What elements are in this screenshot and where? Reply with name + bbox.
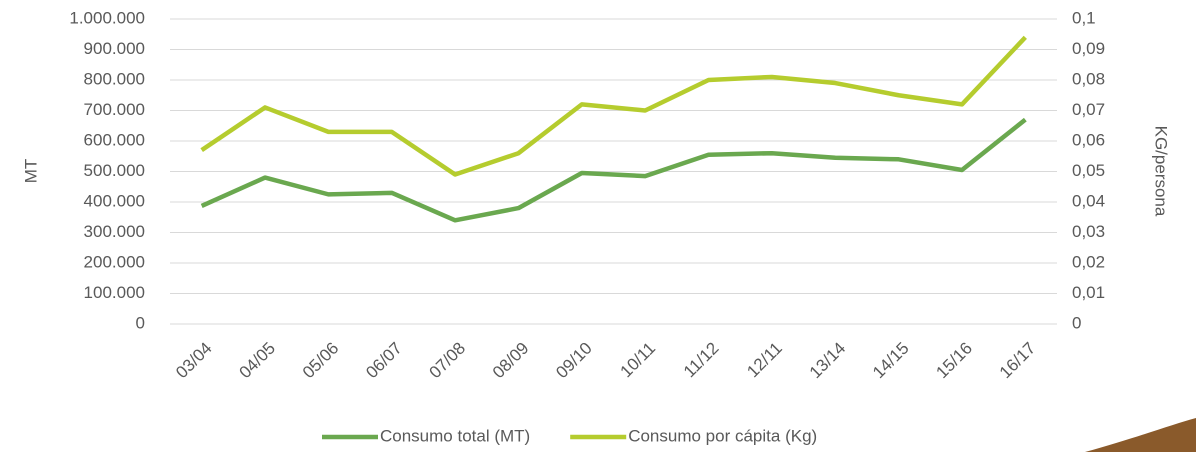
y2ticks-label: 0,01 [1072, 283, 1105, 302]
y2-axis-title: KG/persona [1152, 126, 1171, 217]
x-tick-label: 08/09 [489, 339, 533, 383]
y2ticks-label: 0,03 [1072, 222, 1105, 241]
x-tick-label: 07/08 [426, 339, 470, 383]
yticks-label: 800.000 [84, 69, 145, 88]
yticks-label: 700.000 [84, 100, 145, 119]
y2ticks-label: 0,08 [1072, 69, 1105, 88]
y2ticks-label: 0,05 [1072, 161, 1105, 180]
yticks-label: 500.000 [84, 161, 145, 180]
y2ticks-label: 0,04 [1072, 191, 1105, 210]
yticks-label: 0 [136, 313, 145, 332]
yticks-label: 600.000 [84, 130, 145, 149]
y2ticks-label: 0,09 [1072, 39, 1105, 58]
y-axis-title: MT [21, 159, 40, 184]
legend-label: Consumo por cápita (Kg) [628, 426, 817, 445]
x-tick-label: 04/05 [236, 339, 280, 383]
x-tick-label: 11/12 [680, 339, 723, 382]
data-line [200, 35, 1027, 177]
yticks-label: 300.000 [84, 222, 145, 241]
x-tick-label: 14/15 [869, 339, 913, 383]
y2ticks-label: 0,07 [1072, 100, 1105, 119]
yticks-label: 200.000 [84, 252, 145, 271]
x-tick-label: 06/07 [362, 339, 406, 383]
x-tick-label: 10/11 [617, 339, 660, 382]
yticks-label: 1.000.000 [69, 8, 145, 27]
yticks-label: 900.000 [84, 39, 145, 58]
legend-label: Consumo total (MT) [380, 426, 530, 445]
data-line [200, 117, 1027, 223]
y2ticks-label: 0,1 [1072, 8, 1096, 27]
x-tick-label: 15/16 [932, 339, 976, 383]
yticks-label: 400.000 [84, 191, 145, 210]
x-tick-label: 05/06 [299, 339, 343, 383]
x-tick-label: 03/04 [172, 339, 216, 383]
yticks-label: 100.000 [84, 283, 145, 302]
x-tick-label: 12/11 [743, 339, 786, 382]
y2ticks-label: 0,02 [1072, 252, 1105, 271]
x-tick-label: 16/17 [996, 339, 1040, 383]
y2ticks-label: 0 [1072, 313, 1081, 332]
decoration [1085, 418, 1196, 452]
x-tick-label: 09/10 [552, 339, 596, 383]
x-tick-label: 13/14 [806, 339, 850, 383]
y2ticks-label: 0,06 [1072, 130, 1105, 149]
